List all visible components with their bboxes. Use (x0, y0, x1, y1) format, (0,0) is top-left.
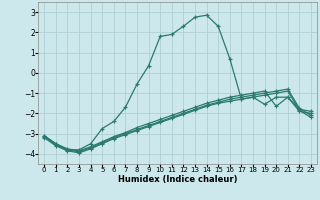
X-axis label: Humidex (Indice chaleur): Humidex (Indice chaleur) (118, 175, 237, 184)
